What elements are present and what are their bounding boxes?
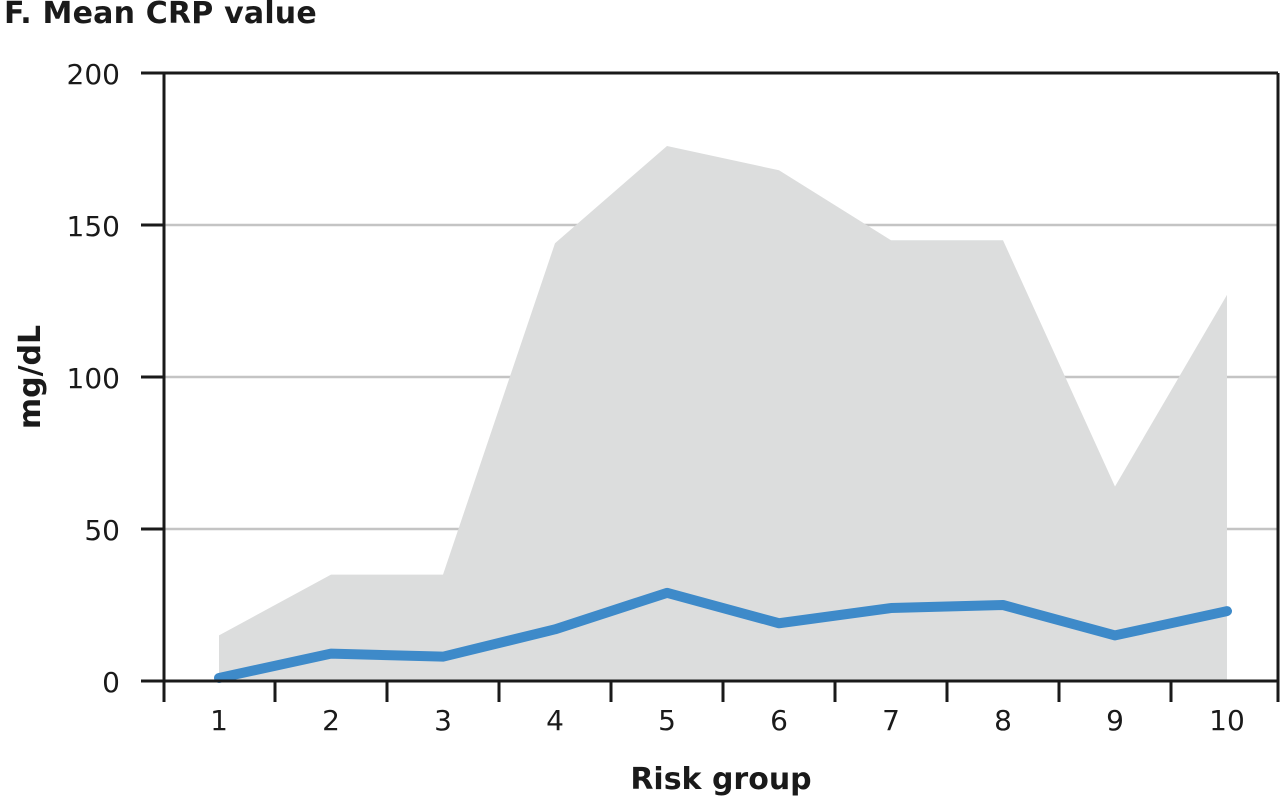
y-tick-label: 0 [102, 666, 120, 699]
y-tick-label: 150 [67, 210, 120, 243]
y-tick-label: 50 [84, 514, 120, 547]
x-tick-label: 10 [1209, 704, 1245, 737]
x-tick-label: 9 [1106, 704, 1124, 737]
x-tick-label: 7 [882, 704, 900, 737]
y-axis-label: mg/dL [13, 325, 48, 429]
y-tick-label: 200 [67, 58, 120, 91]
chart-title: F. Mean CRP value [4, 0, 317, 31]
series-area [219, 145, 1227, 681]
x-tick-label: 6 [770, 704, 788, 737]
x-tick-label: 8 [994, 704, 1012, 737]
x-tick-labels: 1 2 3 4 5 6 7 8 9 10 [210, 704, 1245, 737]
x-tick-label: 4 [546, 704, 564, 737]
x-tick-label: 5 [658, 704, 676, 737]
y-tick-labels: 0 50 100 150 200 [67, 58, 120, 699]
x-tick-label: 2 [322, 704, 340, 737]
axes [141, 71, 1280, 702]
x-tick-label: 1 [210, 704, 228, 737]
series-line [214, 587, 1232, 683]
x-tick-label: 3 [434, 704, 452, 737]
x-axis-label: Risk group [630, 762, 811, 797]
y-tick-label: 100 [67, 362, 120, 395]
